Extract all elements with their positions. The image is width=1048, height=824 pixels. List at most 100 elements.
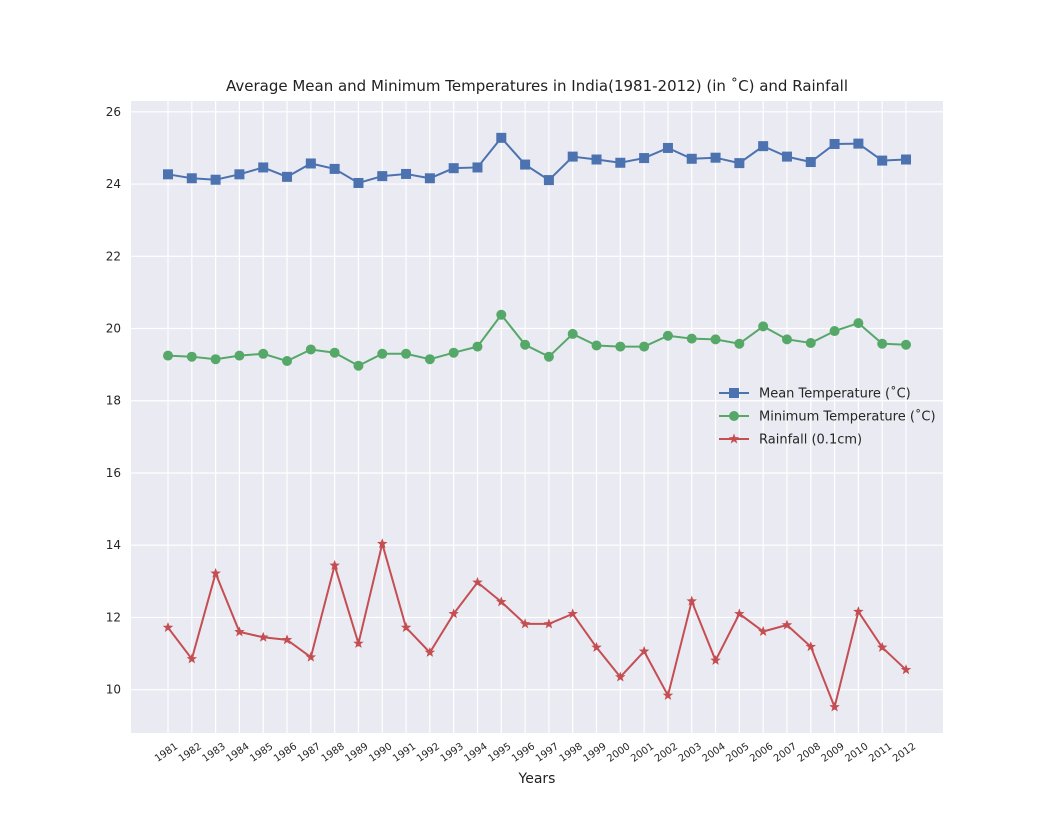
data-point: [353, 360, 364, 371]
y-tick-label: 26: [106, 105, 121, 119]
legend-marker: [729, 388, 739, 398]
data-point: [162, 622, 174, 632]
data-point: [853, 318, 864, 329]
legend-marker: [729, 411, 739, 421]
data-point: [781, 151, 792, 162]
series-line: [167, 539, 907, 711]
data-point: [900, 664, 912, 675]
data-point: [424, 646, 436, 657]
data-point: [591, 641, 602, 652]
data-point: [710, 654, 721, 665]
data-point: [424, 173, 435, 184]
data-point: [734, 158, 745, 169]
data-point: [662, 689, 674, 700]
data-point: [686, 153, 697, 164]
data-point: [234, 350, 245, 361]
data-point: [258, 162, 269, 173]
data-point: [876, 641, 888, 652]
data-point: [901, 339, 911, 350]
y-tick-label: 20: [106, 322, 121, 336]
data-point: [281, 634, 293, 645]
legend-label: Mean Temperature (˚C): [759, 386, 911, 402]
data-point: [496, 132, 507, 143]
data-point: [448, 608, 459, 619]
x-tick-label: 2004: [701, 741, 728, 765]
x-tick-label: 1984: [224, 741, 251, 765]
data-point: [686, 333, 697, 344]
data-point: [377, 538, 388, 549]
x-tick-label: 1989: [343, 741, 370, 765]
y-tick-label: 12: [106, 610, 121, 624]
data-point: [305, 158, 316, 169]
legend-entry: Mean Temperature (˚C): [719, 386, 911, 402]
data-point: [662, 142, 673, 153]
data-point: [757, 626, 769, 636]
data-point: [829, 701, 840, 712]
x-tick-label: 1990: [367, 741, 394, 765]
y-tick-labels: 10 12 14 16 18 20 22 24 26: [106, 105, 121, 697]
data-point: [805, 157, 816, 168]
data-point: [877, 338, 888, 349]
data-point: [829, 138, 840, 149]
x-tick-label: 2008: [796, 741, 823, 765]
data-point: [329, 347, 340, 358]
data-point: [305, 651, 317, 662]
data-point: [638, 645, 650, 656]
x-tick-label: 1982: [177, 741, 204, 765]
x-tick-label: 2002: [653, 741, 680, 765]
data-point: [543, 175, 554, 186]
x-tick-label: 1985: [248, 741, 275, 765]
data-point: [543, 618, 555, 629]
data-point: [448, 163, 459, 174]
data-point: [400, 622, 412, 632]
data-point: [567, 151, 578, 162]
data-point: [257, 631, 269, 642]
y-tick-label: 18: [106, 394, 121, 408]
data-point: [401, 348, 412, 359]
data-point: [734, 338, 745, 349]
data-point: [401, 168, 412, 179]
data-point: [615, 157, 626, 168]
data-point: [496, 596, 507, 607]
x-tick-label: 2007: [772, 741, 799, 765]
data-point: [186, 173, 197, 184]
data-point: [186, 351, 197, 362]
x-tick-label: 1992: [415, 741, 442, 765]
data-point: [424, 354, 435, 365]
data-point: [163, 169, 173, 180]
legend-entry: Minimum Temperature (˚C): [719, 409, 936, 425]
data-point: [686, 595, 697, 606]
series-2: [163, 309, 911, 371]
series-layer: [162, 132, 912, 712]
x-tick-label: 2003: [677, 741, 704, 765]
data-point: [591, 340, 602, 351]
data-point: [710, 334, 721, 345]
data-point: [615, 341, 626, 352]
data-point: [662, 330, 673, 341]
plot-area: [131, 101, 943, 733]
data-point: [258, 348, 269, 359]
data-point: [472, 341, 483, 352]
data-point: [210, 354, 221, 365]
data-point: [377, 171, 388, 182]
x-tick-label: 1999: [582, 741, 609, 765]
data-point: [519, 618, 531, 629]
x-tick-label: 1997: [534, 741, 561, 765]
data-point: [163, 350, 173, 361]
x-tick-labels: 1981198219831984198519861987198819891990…: [153, 741, 918, 765]
data-point: [734, 608, 745, 619]
x-tick-label: 2001: [629, 741, 656, 765]
x-tick-label: 1994: [462, 741, 489, 765]
chart-title: Average Mean and Minimum Temperatures in…: [226, 77, 848, 95]
x-tick-label: 1993: [439, 741, 466, 765]
data-point: [353, 637, 364, 648]
x-tick-label: 1981: [153, 741, 180, 765]
data-point: [305, 344, 316, 355]
data-point: [567, 608, 578, 619]
y-tick-label: 16: [106, 466, 121, 480]
data-point: [186, 653, 198, 664]
y-tick-label: 24: [106, 177, 121, 191]
x-tick-label: 2012: [891, 741, 918, 765]
data-point: [234, 169, 245, 180]
